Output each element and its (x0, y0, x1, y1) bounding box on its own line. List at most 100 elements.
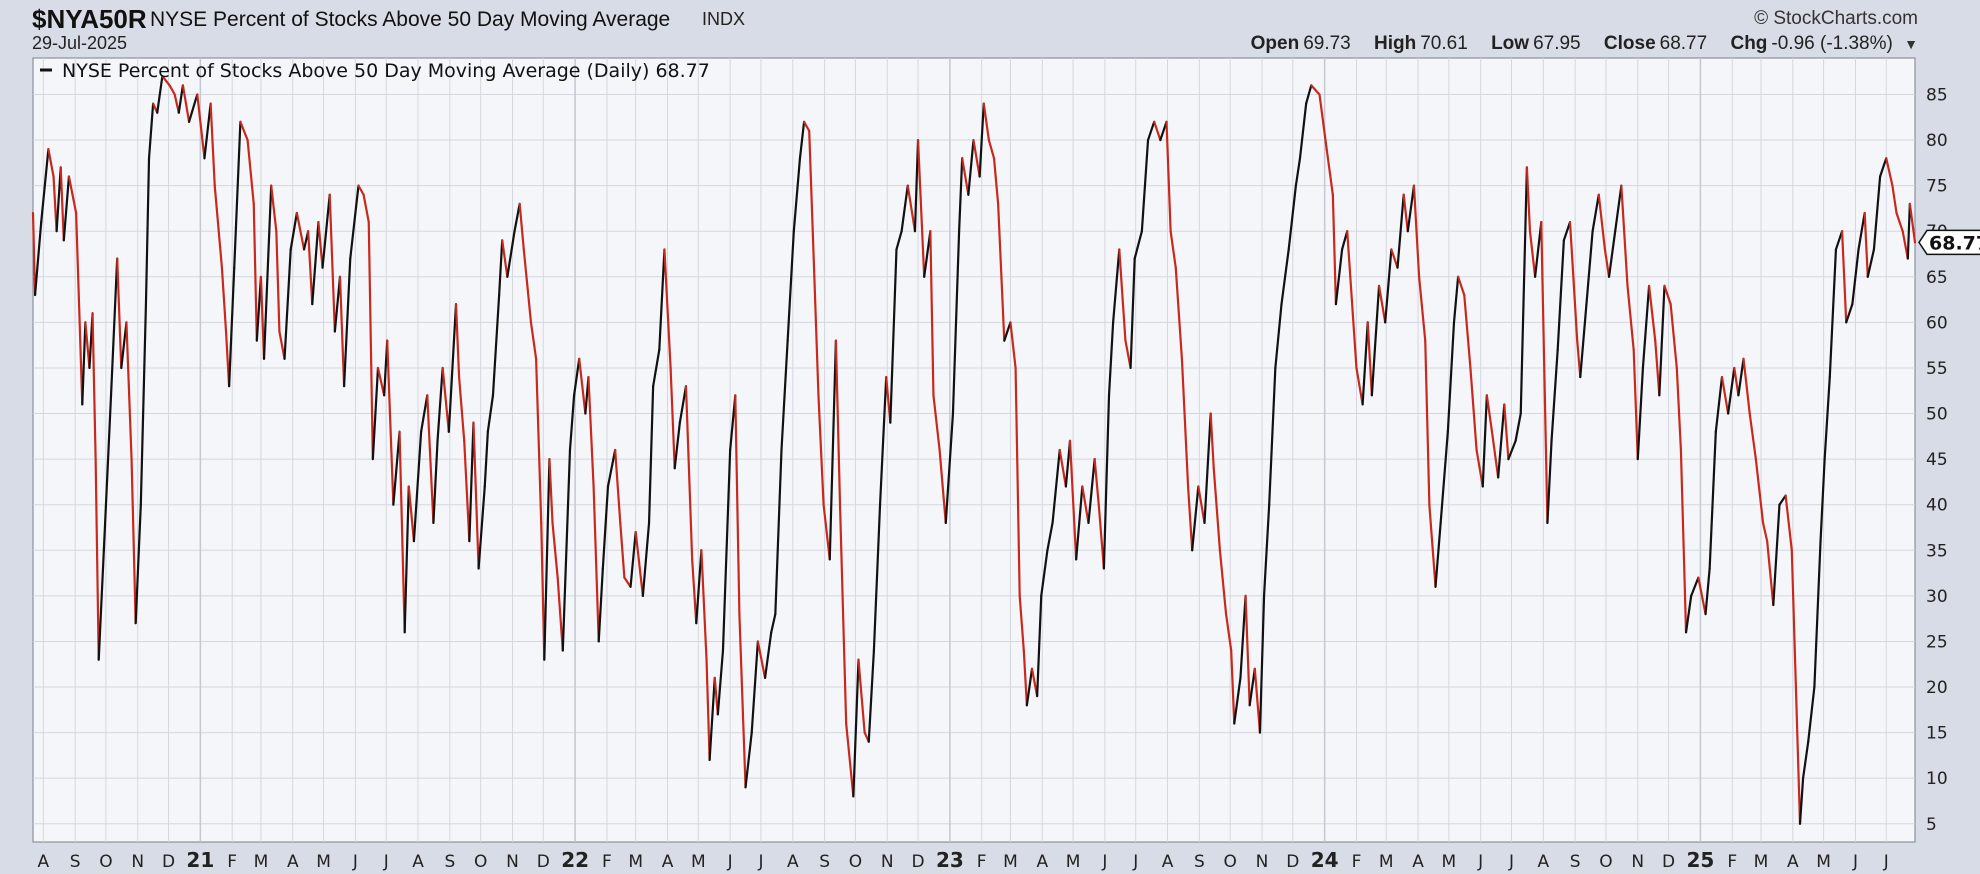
line-segment (1457, 275, 1466, 297)
line-segment (923, 230, 932, 278)
line-segment (1878, 157, 1888, 178)
line-segment (792, 157, 802, 233)
brand-logo[interactable]: © StockCharts.com (1754, 8, 1918, 29)
line-segment (522, 248, 533, 324)
x-tick-label: J (1477, 852, 1483, 872)
line-segment (338, 275, 346, 388)
x-tick-label: F (977, 852, 987, 872)
line-segment (1390, 248, 1399, 269)
line-segment (181, 84, 191, 123)
legend: NYSE Percent of Stocks Above 50 Day Movi… (40, 60, 710, 82)
line-segment (59, 166, 65, 242)
line-segment (669, 366, 676, 470)
x-tick-label: A (1787, 852, 1799, 872)
y-tick-label: 50 (1926, 405, 1948, 425)
line-segment (1355, 366, 1364, 406)
x-tick-label: S (819, 852, 830, 872)
line-segment (1129, 257, 1136, 370)
line-segment (432, 439, 439, 525)
ticker-symbol[interactable]: $NYA50R (32, 4, 147, 34)
line-segment (1626, 284, 1635, 351)
line-segment (1434, 521, 1442, 588)
line-segment (1550, 348, 1559, 442)
line-segment (1331, 193, 1338, 306)
line-segment (91, 312, 97, 461)
legend-label: NYSE Percent of Stocks Above 50 Day Movi… (62, 60, 710, 82)
x-tick-label: F (1727, 852, 1737, 872)
line-segment (1841, 230, 1848, 324)
line-segment (721, 448, 732, 652)
line-segment (1534, 220, 1543, 278)
y-tick-label: 45 (1926, 450, 1948, 470)
line-segment (333, 275, 342, 333)
line-segment (498, 239, 504, 297)
line-segment (1318, 93, 1328, 151)
line-segment (1503, 403, 1510, 461)
line-segment (1253, 667, 1262, 734)
line-segment (342, 257, 352, 388)
line-segment (548, 458, 554, 525)
line-segment (518, 202, 525, 251)
line-segment (932, 394, 941, 452)
line-segment (838, 503, 848, 725)
x-tick-label: N (506, 852, 519, 872)
line-segment (992, 157, 1000, 205)
line-segment (94, 458, 100, 661)
line-segment (1118, 248, 1127, 342)
line-segment (1597, 193, 1607, 251)
line-segment (1679, 448, 1688, 634)
x-tick-label: J (727, 852, 733, 872)
line-segment (1212, 467, 1222, 552)
line-segment (1233, 676, 1242, 725)
line-segment (1885, 157, 1894, 187)
line-segment (168, 84, 176, 96)
line-segment (1068, 439, 1078, 561)
line-segment (1620, 184, 1629, 288)
line-segment (641, 521, 651, 597)
line-segment (1186, 485, 1194, 552)
line-segment (1075, 485, 1084, 561)
line-segment (173, 93, 180, 114)
line-segment (1274, 303, 1283, 370)
line-segment (1406, 184, 1416, 233)
line-segment (81, 321, 87, 406)
line-segment (67, 175, 78, 215)
line-segment (587, 375, 595, 488)
x-tick-label: A (37, 852, 49, 872)
line-segment (1813, 540, 1822, 689)
line-segment (1022, 649, 1028, 707)
ticker-name: NYSE Percent of Stocks Above 50 Day Movi… (150, 8, 671, 31)
line-segment (1165, 120, 1172, 233)
x-tick-label: M (254, 852, 269, 872)
line-segment (1641, 284, 1651, 370)
x-tick-label: M (1379, 852, 1394, 872)
line-segment (491, 293, 501, 397)
line-segment (647, 385, 655, 525)
line-segment (716, 649, 725, 716)
line-segment (209, 102, 216, 187)
line-segment (77, 275, 84, 406)
line-segment (1708, 430, 1717, 570)
line-segment (483, 430, 489, 488)
line-segment (958, 157, 964, 233)
x-tick-label: 24 (1311, 848, 1339, 872)
line-segment (750, 640, 759, 734)
line-segment (808, 129, 816, 278)
line-segment (1298, 102, 1308, 160)
line-segment (1218, 549, 1228, 616)
line-segment (392, 430, 401, 506)
x-tick-label: D (1662, 852, 1675, 872)
line-segment (1349, 275, 1358, 370)
line-segment (744, 731, 753, 789)
x-tick-label: M (316, 852, 331, 872)
chevron-down-icon[interactable]: ▼ (1904, 36, 1918, 52)
line-segment (213, 184, 224, 269)
line-segment (1761, 521, 1769, 543)
y-tick-label: 10 (1926, 769, 1948, 789)
line-segment (695, 549, 703, 625)
line-segment (1519, 166, 1528, 415)
line-segment (1287, 184, 1297, 251)
line-segment (938, 448, 947, 525)
line-segment (1280, 248, 1290, 306)
